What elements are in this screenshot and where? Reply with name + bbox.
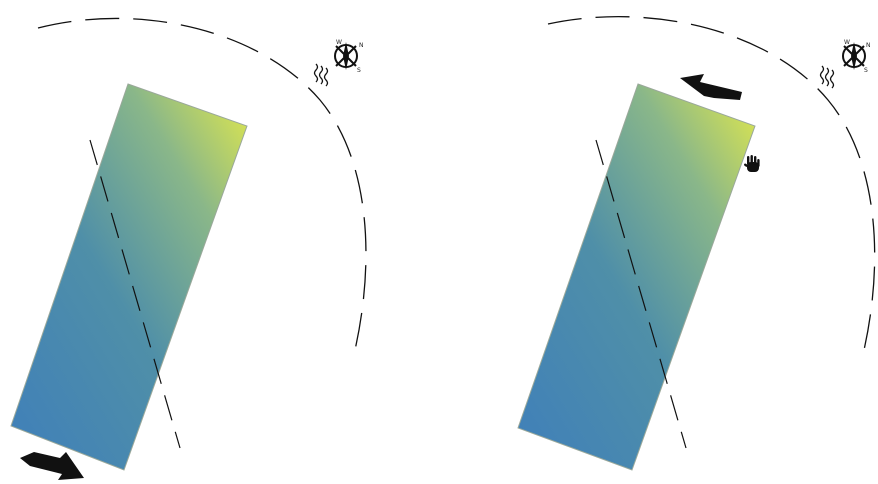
compass-label-w: W <box>844 39 850 46</box>
compass-label-n: N <box>359 42 364 49</box>
move-arrow-icon[interactable] <box>680 74 742 100</box>
solar-panel[interactable] <box>517 83 756 471</box>
solar-panel[interactable] <box>10 83 248 471</box>
wind-waves-icon <box>313 63 329 87</box>
grab-hand-icon <box>744 155 760 172</box>
boundary-arc <box>547 16 876 351</box>
compass-label-w: W <box>336 39 342 46</box>
wind-waves-icon <box>819 65 835 89</box>
move-arrow-icon[interactable] <box>20 452 84 480</box>
compass-label-s: S <box>357 67 361 74</box>
compass-label-n: N <box>866 42 871 49</box>
axis-dashed-line <box>89 139 181 449</box>
compass-icon: W N S <box>842 39 871 74</box>
right-panel: W N S <box>517 16 876 471</box>
compass-label-s: S <box>864 67 868 74</box>
boundary-arc <box>37 17 367 351</box>
compass-icon: W N S <box>334 39 364 74</box>
left-panel: W N S <box>10 17 367 480</box>
axis-dashed-line <box>595 139 687 449</box>
